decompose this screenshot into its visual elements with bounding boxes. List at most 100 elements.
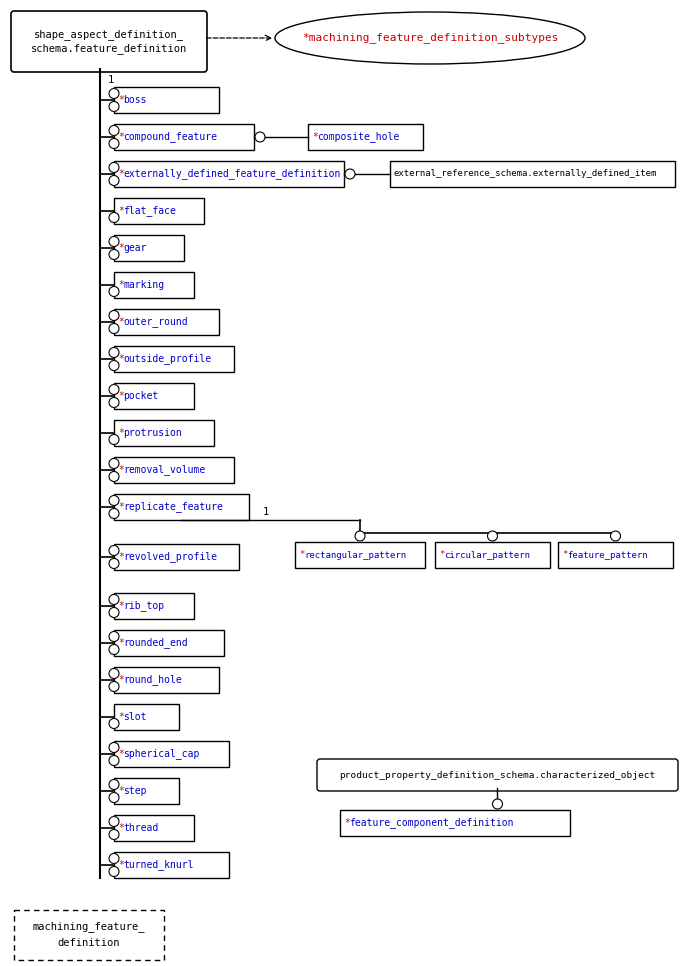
Text: *: * — [118, 675, 124, 685]
Circle shape — [109, 176, 119, 185]
Text: machining_feature_: machining_feature_ — [33, 922, 145, 932]
Text: protrusion: protrusion — [124, 428, 183, 438]
Text: round_hole: round_hole — [124, 674, 183, 686]
Text: externally_defined_feature_definition: externally_defined_feature_definition — [124, 168, 341, 180]
Circle shape — [109, 681, 119, 692]
Text: outside_profile: outside_profile — [124, 354, 212, 364]
Text: schema.feature_definition: schema.feature_definition — [31, 43, 187, 54]
Circle shape — [611, 531, 620, 541]
Text: turned_knurl: turned_knurl — [124, 860, 194, 870]
Text: composite_hole: composite_hole — [317, 131, 400, 142]
Text: *: * — [118, 823, 124, 833]
Text: *: * — [118, 860, 124, 870]
Circle shape — [109, 867, 119, 876]
Circle shape — [487, 531, 498, 541]
Bar — [114, 420, 214, 446]
Bar — [114, 630, 224, 656]
Circle shape — [109, 324, 119, 333]
Circle shape — [109, 89, 119, 99]
Text: spherical_cap: spherical_cap — [124, 749, 200, 759]
Text: revolved_profile: revolved_profile — [124, 552, 217, 562]
Bar — [295, 542, 425, 568]
Circle shape — [355, 531, 365, 541]
Bar — [435, 542, 550, 568]
Bar — [114, 383, 194, 409]
Circle shape — [345, 169, 355, 179]
Text: thread: thread — [124, 823, 159, 833]
Bar — [14, 910, 164, 960]
Bar — [114, 235, 184, 261]
Circle shape — [109, 496, 119, 505]
FancyBboxPatch shape — [11, 11, 207, 72]
Circle shape — [109, 816, 119, 827]
Circle shape — [109, 755, 119, 765]
Bar — [340, 810, 570, 836]
Text: outer_round: outer_round — [124, 317, 188, 327]
Text: *: * — [118, 280, 124, 290]
Bar — [114, 161, 344, 187]
Bar — [114, 346, 234, 372]
Text: step: step — [124, 786, 147, 796]
FancyBboxPatch shape — [317, 759, 678, 791]
Text: slot: slot — [124, 712, 147, 722]
Circle shape — [255, 132, 265, 142]
Text: *: * — [118, 132, 124, 142]
Text: definition: definition — [58, 938, 120, 948]
Text: *: * — [118, 712, 124, 722]
Text: replicate_feature: replicate_feature — [124, 501, 223, 512]
Bar — [114, 704, 179, 730]
Text: *: * — [118, 354, 124, 364]
Bar — [114, 593, 194, 619]
Text: *: * — [118, 502, 124, 512]
Bar — [114, 544, 239, 570]
Circle shape — [109, 397, 119, 408]
Circle shape — [109, 508, 119, 519]
Bar — [558, 542, 673, 568]
Text: 1: 1 — [108, 75, 115, 85]
Text: *: * — [562, 551, 568, 559]
Bar — [114, 309, 219, 335]
Text: *: * — [118, 638, 124, 648]
Text: rib_top: rib_top — [124, 601, 164, 611]
Circle shape — [109, 558, 119, 569]
Circle shape — [109, 310, 119, 321]
Text: *: * — [312, 132, 318, 142]
Text: shape_aspect_definition_: shape_aspect_definition_ — [34, 29, 184, 40]
Text: rectangular_pattern: rectangular_pattern — [305, 551, 407, 559]
Circle shape — [109, 138, 119, 149]
Circle shape — [109, 249, 119, 260]
Text: *: * — [299, 551, 305, 559]
Text: *: * — [344, 818, 350, 828]
Circle shape — [109, 594, 119, 605]
Text: *: * — [118, 465, 124, 475]
Bar — [308, 124, 423, 150]
Circle shape — [109, 384, 119, 394]
Circle shape — [109, 830, 119, 839]
Text: *: * — [118, 317, 124, 327]
Bar — [114, 667, 219, 693]
Text: rounded_end: rounded_end — [124, 638, 188, 648]
Circle shape — [109, 360, 119, 371]
Circle shape — [109, 435, 119, 444]
Text: product_property_definition_schema.characterized_object: product_property_definition_schema.chara… — [339, 771, 656, 780]
Circle shape — [109, 471, 119, 481]
Circle shape — [109, 237, 119, 246]
Text: flat_face: flat_face — [124, 206, 176, 216]
Circle shape — [109, 644, 119, 655]
Circle shape — [109, 780, 119, 789]
Text: *: * — [118, 428, 124, 438]
Bar — [114, 778, 179, 804]
Bar — [114, 87, 219, 113]
Bar — [114, 198, 204, 224]
Circle shape — [109, 546, 119, 555]
Text: *: * — [118, 552, 124, 562]
Text: *: * — [118, 95, 124, 105]
Circle shape — [109, 459, 119, 469]
Text: *: * — [439, 551, 444, 559]
Circle shape — [109, 348, 119, 357]
Circle shape — [493, 799, 502, 809]
Circle shape — [109, 101, 119, 111]
Text: circular_pattern: circular_pattern — [444, 551, 530, 559]
Bar — [114, 124, 254, 150]
Text: *: * — [118, 243, 124, 253]
